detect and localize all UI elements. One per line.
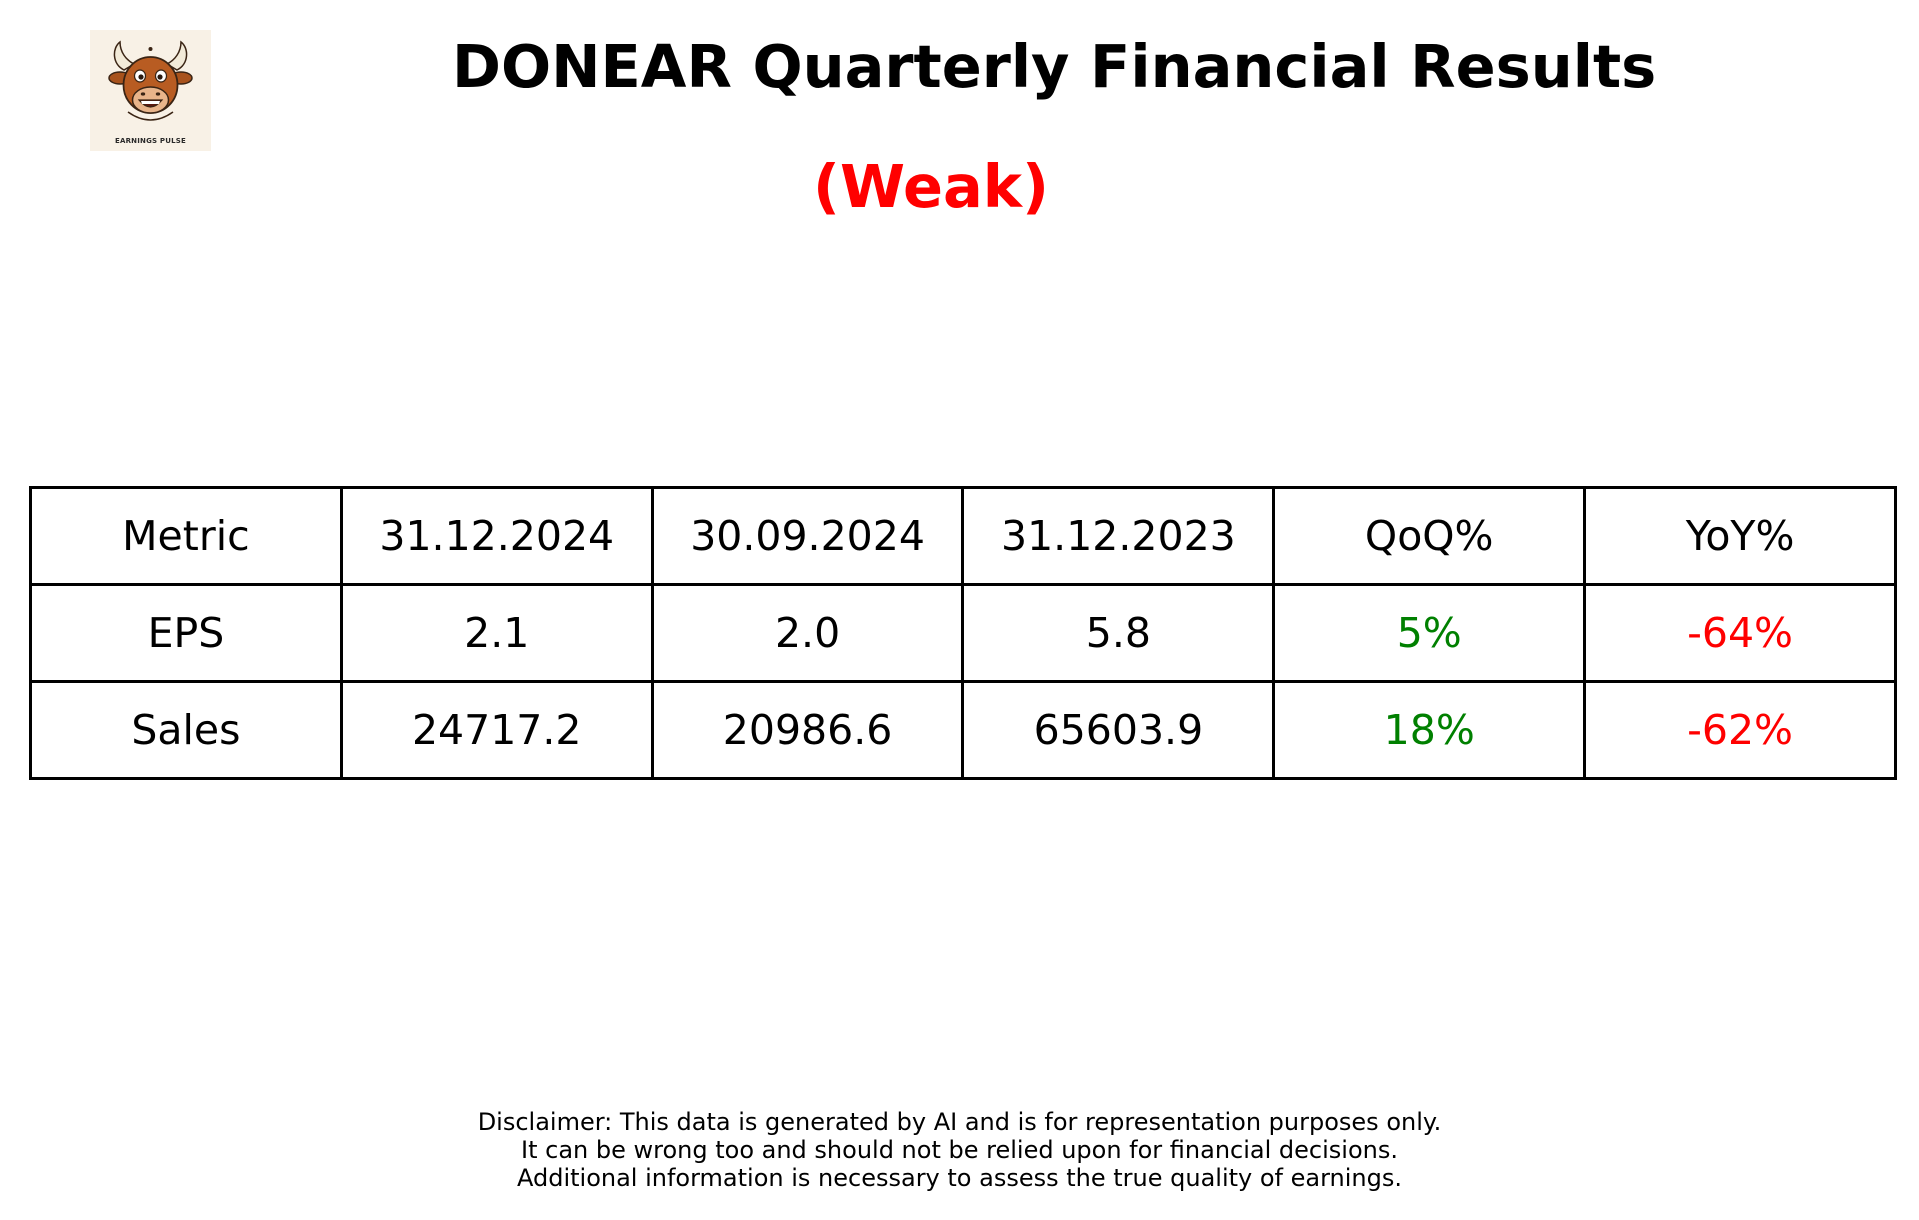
yoy-change-cell: -62% xyxy=(1583,680,1897,780)
metric-name-cell: Sales xyxy=(29,680,343,780)
yoy-change-cell: -64% xyxy=(1583,583,1897,683)
disclaimer: Disclaimer: This data is generated by AI… xyxy=(0,1108,1919,1192)
qoq-change-cell: 5% xyxy=(1272,583,1587,683)
column-header-metric: Metric xyxy=(29,486,343,586)
disclaimer-line: Disclaimer: This data is generated by AI… xyxy=(477,1108,1442,1136)
disclaimer-line: Additional information is necessary to a… xyxy=(516,1164,1402,1192)
column-header-previous-quarter: 30.09.2024 xyxy=(650,486,965,586)
value-cell: 2.0 xyxy=(650,583,965,683)
column-header-year-ago-quarter: 31.12.2023 xyxy=(961,486,1276,586)
bull-mascot-icon xyxy=(108,40,193,121)
value-cell: 65603.9 xyxy=(961,680,1276,780)
table-row-eps: EPS 2.1 2.0 5.8 5% -64% xyxy=(29,583,1897,683)
logo-text: EARNINGS PULSE xyxy=(114,137,187,145)
value-cell: 24717.2 xyxy=(339,680,654,780)
table-header-row: Metric 31.12.2024 30.09.2024 31.12.2023 … xyxy=(29,486,1897,586)
earnings-pulse-logo: EARNINGS PULSE xyxy=(90,30,211,151)
column-header-yoy: YoY% xyxy=(1583,486,1897,586)
page-title: DONEAR Quarterly Financial Results xyxy=(452,32,1657,101)
value-cell: 2.1 xyxy=(339,583,654,683)
value-cell: 20986.6 xyxy=(650,680,965,780)
qoq-change-cell: 18% xyxy=(1272,680,1587,780)
value-cell: 5.8 xyxy=(961,583,1276,683)
metric-name-cell: EPS xyxy=(29,583,343,683)
results-table: Metric 31.12.2024 30.09.2024 31.12.2023 … xyxy=(29,486,1897,780)
verdict-label: (Weak) xyxy=(813,152,1049,221)
disclaimer-line: It can be wrong too and should not be re… xyxy=(521,1136,1398,1164)
table-row-sales: Sales 24717.2 20986.6 65603.9 18% -62% xyxy=(29,680,1897,780)
column-header-current-quarter: 31.12.2024 xyxy=(339,486,654,586)
column-header-qoq: QoQ% xyxy=(1272,486,1587,586)
